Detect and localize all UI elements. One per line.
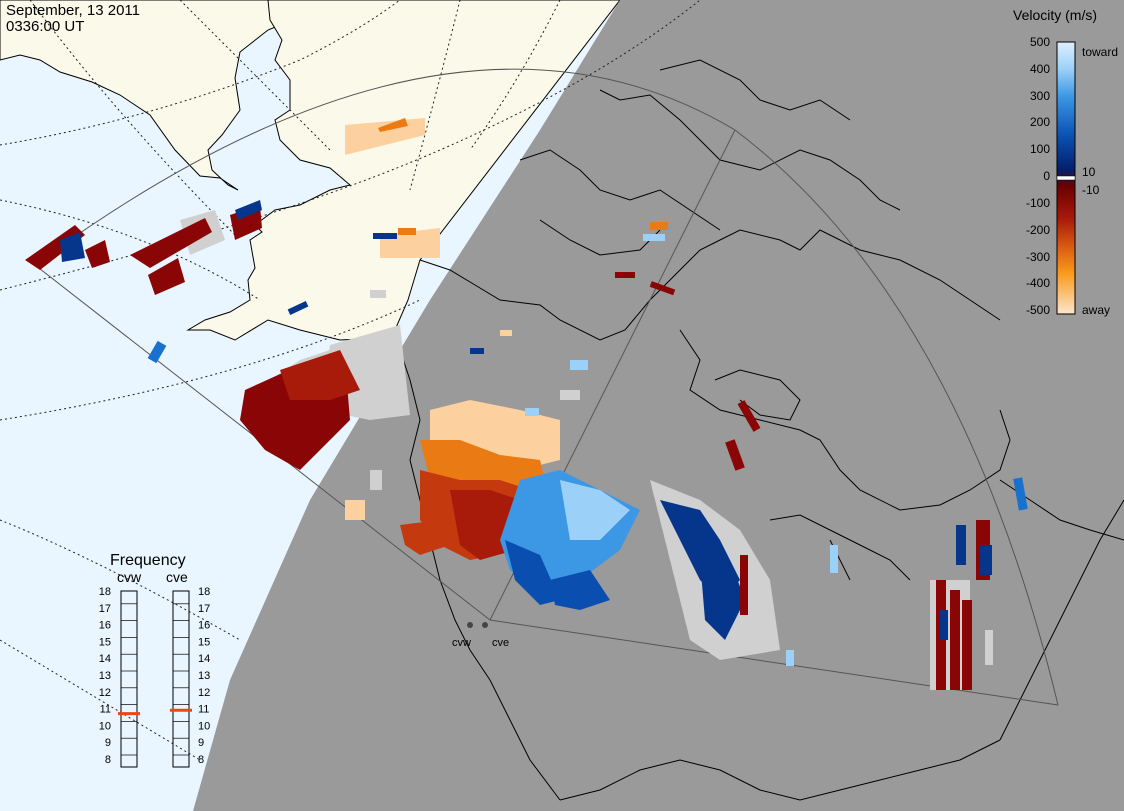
frequency-tick-cve: 17 bbox=[198, 603, 210, 615]
frequency-tick-cve: 10 bbox=[198, 720, 210, 732]
frequency-tick-cve: 11 bbox=[198, 704, 209, 716]
frequency-tick-cvw: 16 bbox=[99, 620, 111, 632]
frequency-tick-cvw: 12 bbox=[99, 687, 111, 699]
frequency-tick-cve: 14 bbox=[198, 653, 210, 665]
velocity-tick: 300 bbox=[1030, 89, 1050, 103]
radar-data-cells bbox=[25, 118, 1028, 690]
frequency-tick-cvw: 18 bbox=[99, 586, 111, 598]
velocity-away-label: away bbox=[1082, 303, 1110, 317]
frequency-bar-cve bbox=[172, 590, 190, 768]
frequency-tick-cve: 12 bbox=[198, 687, 210, 699]
frequency-tick-cve: 13 bbox=[198, 670, 210, 682]
velocity-tick: 100 bbox=[1030, 142, 1050, 156]
frequency-tick-cvw: 17 bbox=[99, 603, 111, 615]
velocity-tick: -200 bbox=[1026, 223, 1050, 237]
radar-site-label-cve: cve bbox=[492, 637, 509, 649]
frequency-tick-cve: 18 bbox=[198, 586, 210, 598]
velocity-near-zero-positive: 10 bbox=[1082, 165, 1096, 179]
frequency-panel: Frequency cvw cve 18 17 16 15 14 13 12 11 10 9 8 1… bbox=[99, 552, 210, 768]
frequency-tick-cvw: 8 bbox=[105, 754, 111, 766]
velocity-tick: -500 bbox=[1026, 303, 1050, 317]
velocity-near-zero-negative: -10 bbox=[1082, 183, 1100, 197]
frequency-bar-cvw bbox=[120, 590, 138, 768]
velocity-tick: 400 bbox=[1030, 62, 1050, 76]
frequency-radar-label-cve: cve bbox=[166, 569, 188, 585]
velocity-tick: 500 bbox=[1030, 35, 1050, 49]
frequency-tick-cve: 16 bbox=[198, 620, 210, 632]
frequency-tick-cve: 9 bbox=[198, 737, 204, 749]
velocity-tick: -400 bbox=[1026, 276, 1050, 290]
frequency-radar-label-cvw: cvw bbox=[117, 569, 142, 585]
frequency-tick-cve: 8 bbox=[198, 754, 204, 766]
velocity-legend: Velocity (m/s) 500 400 300 200 100 0 -10… bbox=[1013, 7, 1118, 317]
frequency-tick-cvw: 14 bbox=[99, 653, 111, 665]
velocity-tick: -300 bbox=[1026, 250, 1050, 264]
frequency-tick-cve: 15 bbox=[198, 636, 210, 648]
velocity-tick: -100 bbox=[1026, 196, 1050, 210]
frequency-tick-cvw: 10 bbox=[99, 720, 111, 732]
velocity-legend-title: Velocity (m/s) bbox=[1013, 7, 1097, 23]
coastlines bbox=[399, 59, 1124, 801]
velocity-tick: 200 bbox=[1030, 115, 1050, 129]
date-label: September, 13 2011 bbox=[6, 2, 140, 19]
frequency-tick-cvw: 13 bbox=[99, 670, 111, 682]
frequency-title: Frequency bbox=[110, 552, 186, 569]
radar-site-markers: cvw cve bbox=[452, 622, 509, 649]
radar-site-label-cvw: cvw bbox=[452, 637, 471, 649]
nightside-region bbox=[193, 0, 1124, 811]
velocity-toward-label: toward bbox=[1082, 45, 1118, 59]
frequency-tick-cvw: 9 bbox=[105, 737, 111, 749]
frequency-tick-cvw: 11 bbox=[100, 704, 111, 716]
frequency-tick-cvw: 15 bbox=[99, 636, 111, 648]
time-label: 0336:00 UT bbox=[6, 18, 85, 35]
velocity-tick: 0 bbox=[1043, 169, 1050, 183]
